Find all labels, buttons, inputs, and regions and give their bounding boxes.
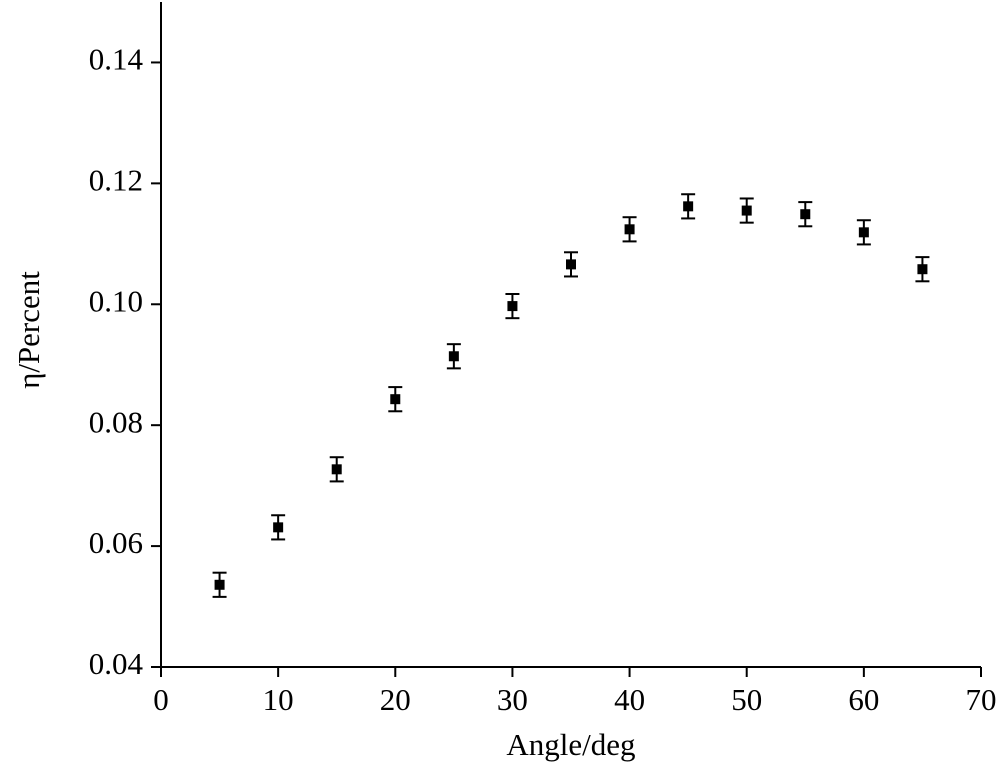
y-tick-label: 0.08 (89, 404, 143, 439)
x-tick-label: 70 (966, 682, 997, 717)
data-point (741, 205, 752, 216)
data-point (214, 579, 225, 590)
x-tick-label: 10 (263, 682, 294, 717)
x-tick-label: 40 (614, 682, 645, 717)
data-point (448, 351, 459, 362)
x-tick-label: 50 (731, 682, 762, 717)
data-point (683, 201, 694, 212)
y-tick-label: 0.14 (89, 42, 144, 77)
data-point (507, 301, 518, 312)
x-tick-label: 60 (848, 682, 879, 717)
data-point (566, 259, 576, 270)
x-tick-label: 30 (497, 682, 528, 717)
x-tick-label: 0 (153, 682, 169, 717)
data-point (858, 227, 869, 238)
data-point (273, 522, 284, 533)
data-point (390, 394, 401, 405)
y-tick-label: 0.12 (89, 162, 143, 197)
data-point (800, 209, 811, 220)
y-tick-label: 0.04 (89, 646, 144, 681)
data-point (624, 224, 635, 235)
y-tick-label: 0.10 (89, 283, 143, 318)
y-axis-title: η/Percent (11, 271, 46, 389)
data-point (917, 264, 928, 275)
y-tick-label: 0.06 (89, 525, 143, 560)
x-tick-label: 20 (380, 682, 411, 717)
x-axis-title: Angle/deg (506, 727, 635, 762)
data-point (331, 464, 342, 475)
